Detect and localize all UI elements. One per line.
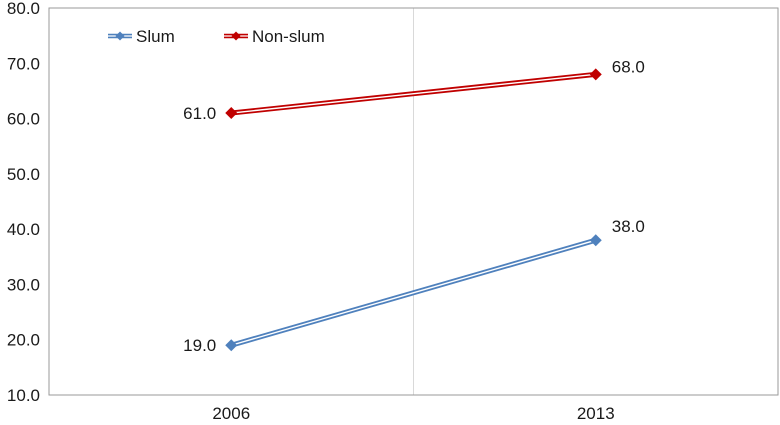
series-layer — [225, 68, 602, 352]
y-tick-label: 40.0 — [7, 220, 40, 239]
legend-label: Non-slum — [252, 27, 325, 46]
data-point-marker — [225, 339, 238, 352]
labels-layer: 19.0 38.0 61.0 68.0 — [183, 57, 645, 355]
legend-label: Slum — [136, 27, 175, 46]
series-line-inner — [231, 73, 596, 114]
legend-marker — [231, 31, 241, 41]
data-label: 61.0 — [183, 104, 216, 123]
y-tick-label: 20.0 — [7, 331, 40, 350]
y-tick-label: 80.0 — [7, 0, 40, 18]
y-tick-label: 10.0 — [7, 386, 40, 405]
legend-entry: Slum — [108, 27, 175, 46]
data-point-marker — [589, 234, 602, 247]
legend-marker — [115, 31, 125, 41]
y-tick-label: 70.0 — [7, 54, 40, 73]
x-tick-label: 2013 — [577, 404, 615, 423]
legend-entry: Non-slum — [224, 27, 325, 46]
axes-layer: 10.0 20.0 30.0 40.0 50.0 60.0 70.0 80.0 2006 2013 — [7, 0, 779, 423]
data-label: 68.0 — [612, 57, 645, 76]
data-label: 38.0 — [612, 217, 645, 236]
y-tick-label: 50.0 — [7, 165, 40, 184]
data-point-marker — [589, 68, 602, 81]
data-label: 19.0 — [183, 336, 216, 355]
plot-area-border — [48, 7, 779, 396]
series-slum — [225, 234, 602, 352]
series-line-inner — [231, 239, 596, 346]
x-tick-label: 2006 — [212, 404, 250, 423]
y-tick-label: 30.0 — [7, 275, 40, 294]
data-point-marker — [225, 107, 238, 120]
y-tick-label: 60.0 — [7, 110, 40, 129]
series-non-slum — [225, 68, 602, 120]
legend: Slum Non-slum — [108, 27, 325, 46]
